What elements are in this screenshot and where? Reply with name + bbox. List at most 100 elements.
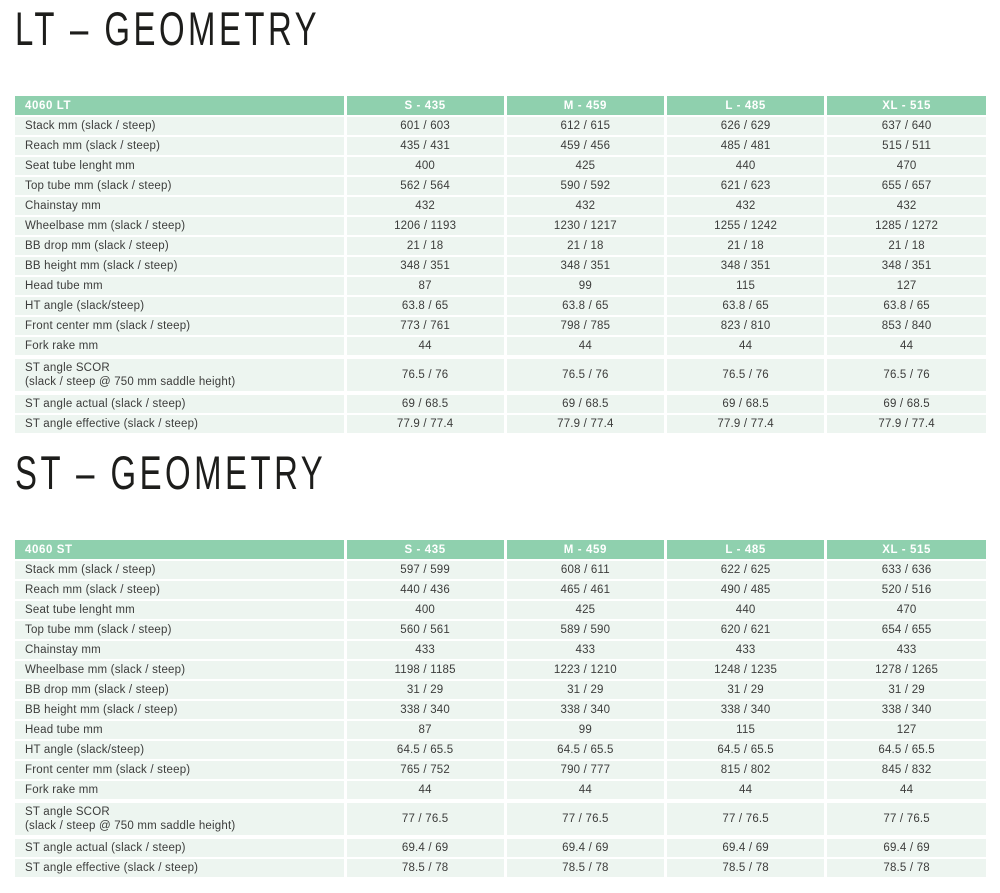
cell-value: 78.5 / 78 — [663, 857, 826, 877]
table-row: ST angle actual (slack / steep) 69.4 / 69… — [15, 836, 986, 858]
section-heading-text: ST – GEOMETRY — [15, 446, 327, 499]
table-row: ST angle actual (slack / steep) 69 / 68.5… — [15, 392, 986, 414]
cell-value: 76.5 / 76 — [824, 355, 986, 395]
cell-value: 470 — [824, 599, 986, 620]
cell-value: 64.5 / 65.5 — [343, 739, 506, 760]
row-label: Front center mm (slack / steep) — [15, 759, 345, 780]
sections-root: LT – GEOMETRY 4060 LT S - 435 M - 459 L - 4… — [15, 4, 986, 877]
table-row: Seat tube lenght mm 400 425 440 470 — [15, 599, 986, 620]
geometry-table: 4060 LT S - 435 M - 459 L - 485 XL - 515 Sta… — [15, 96, 986, 433]
row-label: BB height mm (slack / steep) — [15, 255, 345, 276]
cell-value: 115 — [663, 719, 826, 740]
table-model-header: 4060 LT — [15, 96, 345, 116]
cell-value: 44 — [503, 779, 666, 801]
cell-value: 622 / 625 — [663, 559, 826, 580]
cell-value: 608 / 611 — [503, 559, 666, 580]
table-row: ST angle SCOR (slack / steep @ 750 mm sa… — [15, 799, 986, 839]
row-label: Seat tube lenght mm — [15, 155, 345, 176]
row-label: ST angle effective (slack / steep) — [15, 857, 345, 877]
table-row: Top tube mm (slack / steep) 562 / 564 590 … — [15, 175, 986, 196]
table-row: Seat tube lenght mm 400 425 440 470 — [15, 155, 986, 176]
table-row: Stack mm (slack / steep) 601 / 603 612 / 6… — [15, 115, 986, 136]
cell-value: 626 / 629 — [663, 115, 826, 136]
cell-value: 78.5 / 78 — [343, 857, 506, 877]
cell-value: 815 / 802 — [663, 759, 826, 780]
row-label: Head tube mm — [15, 719, 345, 740]
cell-value: 77 / 76.5 — [343, 799, 506, 839]
cell-value: 127 — [824, 719, 986, 740]
row-label: Front center mm (slack / steep) — [15, 315, 345, 336]
cell-value: 21 / 18 — [824, 235, 986, 256]
cell-value: 1255 / 1242 — [663, 215, 826, 236]
row-label: Top tube mm (slack / steep) — [15, 175, 345, 196]
table-header-row: 4060 LT S - 435 M - 459 L - 485 XL - 515 — [15, 96, 986, 116]
cell-value: 115 — [663, 275, 826, 296]
row-label: HT angle (slack/steep) — [15, 295, 345, 316]
cell-value: 69 / 68.5 — [824, 392, 986, 414]
row-label: Fork rake mm — [15, 779, 345, 801]
table-row: Reach mm (slack / steep) 440 / 436 465 / 4… — [15, 579, 986, 600]
cell-value: 76.5 / 76 — [343, 355, 506, 395]
table-row: ST angle SCOR (slack / steep @ 750 mm sa… — [15, 355, 986, 395]
table-row: Wheelbase mm (slack / steep) 1198 / 1185 1… — [15, 659, 986, 680]
table-row: HT angle (slack/steep) 64.5 / 65.5 64.5 / … — [15, 739, 986, 760]
row-label: BB drop mm (slack / steep) — [15, 679, 345, 700]
cell-value: 338 / 340 — [343, 699, 506, 720]
cell-value: 69.4 / 69 — [503, 836, 666, 858]
cell-value: 44 — [663, 779, 826, 801]
cell-value: 77.9 / 77.4 — [343, 413, 506, 433]
cell-value: 845 / 832 — [824, 759, 986, 780]
cell-value: 338 / 340 — [663, 699, 826, 720]
table-size-header: L - 485 — [663, 540, 826, 560]
table-row: Chainstay mm 432 432 432 432 — [15, 195, 986, 216]
row-label: Reach mm (slack / steep) — [15, 135, 345, 156]
row-label: Wheelbase mm (slack / steep) — [15, 215, 345, 236]
cell-value: 21 / 18 — [663, 235, 826, 256]
cell-value: 44 — [343, 779, 506, 801]
row-label: HT angle (slack/steep) — [15, 739, 345, 760]
row-label: ST angle SCOR (slack / steep @ 750 mm sa… — [15, 799, 345, 839]
cell-value: 440 / 436 — [343, 579, 506, 600]
table-size-header: S - 435 — [343, 96, 506, 116]
cell-value: 78.5 / 78 — [503, 857, 666, 877]
cell-value: 87 — [343, 719, 506, 740]
table-row: BB drop mm (slack / steep) 31 / 29 31 / 29… — [15, 679, 986, 700]
cell-value: 127 — [824, 275, 986, 296]
cell-value: 77 / 76.5 — [503, 799, 666, 839]
cell-value: 440 — [663, 155, 826, 176]
cell-value: 348 / 351 — [343, 255, 506, 276]
cell-value: 69 / 68.5 — [343, 392, 506, 414]
table-row: Head tube mm 87 99 115 127 — [15, 275, 986, 296]
table-row: Chainstay mm 433 433 433 433 — [15, 639, 986, 660]
cell-value: 44 — [663, 335, 826, 357]
cell-value: 400 — [343, 155, 506, 176]
cell-value: 400 — [343, 599, 506, 620]
cell-value: 31 / 29 — [824, 679, 986, 700]
cell-value: 633 / 636 — [824, 559, 986, 580]
row-label: ST angle effective (slack / steep) — [15, 413, 345, 433]
cell-value: 655 / 657 — [824, 175, 986, 196]
cell-value: 485 / 481 — [663, 135, 826, 156]
cell-value: 77.9 / 77.4 — [663, 413, 826, 433]
table-row: Fork rake mm 44 44 44 44 — [15, 335, 986, 357]
row-label: Stack mm (slack / steep) — [15, 559, 345, 580]
table-row: Front center mm (slack / steep) 773 / 761… — [15, 315, 986, 336]
cell-value: 490 / 485 — [663, 579, 826, 600]
cell-value: 589 / 590 — [503, 619, 666, 640]
cell-value: 76.5 / 76 — [503, 355, 666, 395]
cell-value: 69.4 / 69 — [343, 836, 506, 858]
table-size-header: M - 459 — [503, 96, 666, 116]
cell-value: 612 / 615 — [503, 115, 666, 136]
cell-value: 1223 / 1210 — [503, 659, 666, 680]
cell-value: 1206 / 1193 — [343, 215, 506, 236]
cell-value: 433 — [343, 639, 506, 660]
table-row: Fork rake mm 44 44 44 44 — [15, 779, 986, 801]
cell-value: 78.5 / 78 — [824, 857, 986, 877]
cell-value: 432 — [343, 195, 506, 216]
row-label: BB drop mm (slack / steep) — [15, 235, 345, 256]
cell-value: 31 / 29 — [663, 679, 826, 700]
table-model-header: 4060 ST — [15, 540, 345, 560]
cell-value: 621 / 623 — [663, 175, 826, 196]
table-size-header: XL - 515 — [824, 540, 986, 560]
table-row: BB drop mm (slack / steep) 21 / 18 21 / 18… — [15, 235, 986, 256]
